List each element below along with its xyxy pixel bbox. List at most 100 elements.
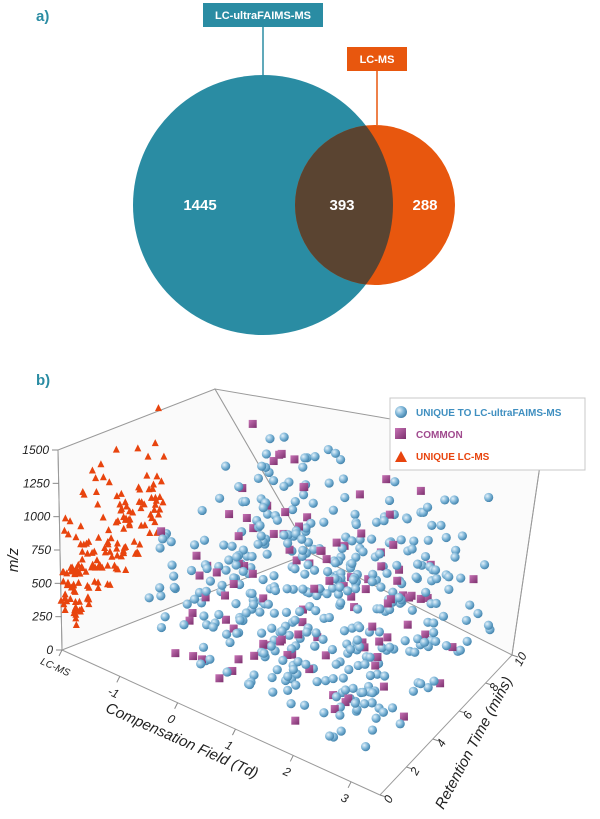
point-common (375, 637, 384, 646)
point-common (225, 510, 234, 519)
y-tick-label: 4 (434, 737, 450, 750)
point-unique-ultrafaims (344, 664, 354, 675)
point-unique-lcms (71, 604, 79, 612)
point-unique-ultrafaims (360, 742, 371, 752)
point-unique-lcms (117, 489, 125, 497)
x-tick-label: 3 (339, 790, 351, 806)
point-unique-ultrafaims (479, 560, 490, 570)
point-unique-ultrafaims (430, 565, 441, 575)
point-common (294, 630, 303, 639)
y-tick-mark (511, 654, 519, 658)
point-unique-lcms (61, 590, 69, 598)
point-unique-lcms (83, 581, 91, 589)
point-common (330, 705, 339, 714)
point-unique-lcms (137, 504, 145, 512)
point-common (259, 639, 268, 648)
point-unique-ultrafaims (444, 584, 454, 594)
point-common (407, 591, 416, 600)
point-unique-ultrafaims (255, 607, 265, 617)
point-unique-ultrafaims (407, 605, 417, 615)
point-unique-ultrafaims (299, 700, 310, 710)
legend-label-common: COMMON (416, 430, 463, 441)
point-unique-lcms (101, 548, 109, 556)
point-unique-ultrafaims (302, 627, 312, 637)
point-unique-lcms (153, 472, 161, 480)
point-unique-lcms (71, 598, 79, 606)
point-unique-ultrafaims (368, 569, 378, 579)
point-unique-ultrafaims (347, 558, 357, 569)
point-unique-lcms (60, 526, 68, 534)
point-unique-ultrafaims (311, 628, 321, 638)
point-common (248, 569, 257, 578)
point-unique-lcms (70, 609, 78, 617)
box-edge-right-bottom (379, 654, 513, 796)
point-unique-ultrafaims (199, 535, 210, 545)
point-unique-ultrafaims (367, 577, 377, 587)
point-common (292, 556, 301, 565)
point-unique-lcms (113, 492, 121, 500)
point-common (399, 591, 408, 600)
point-unique-ultrafaims (298, 462, 308, 472)
point-unique-lcms (101, 544, 109, 552)
point-unique-ultrafaims (432, 574, 442, 584)
point-unique-ultrafaims (372, 669, 382, 679)
point-unique-ultrafaims (300, 453, 310, 463)
point-unique-ultrafaims (247, 551, 257, 562)
point-unique-ultrafaims (301, 659, 311, 669)
venn-tag-ultrafaims: LC-ultraFAIMS-MS (215, 10, 311, 22)
point-unique-lcms (155, 510, 163, 518)
point-unique-ultrafaims (327, 644, 337, 655)
point-unique-lcms (120, 524, 128, 532)
point-unique-ultrafaims (319, 708, 329, 718)
legend-label-unique-lcms: UNIQUE LC-MS (416, 452, 490, 463)
point-unique-ultrafaims (380, 671, 390, 681)
point-common (421, 630, 430, 639)
point-unique-ultrafaims (462, 636, 472, 646)
point-unique-ultrafaims (225, 637, 235, 648)
point-common (386, 595, 395, 604)
point-unique-ultrafaims (272, 665, 282, 675)
point-unique-ultrafaims (166, 537, 176, 547)
point-unique-ultrafaims (322, 566, 333, 577)
point-common (377, 562, 386, 571)
point-unique-lcms (152, 496, 160, 504)
point-unique-ultrafaims (182, 599, 192, 609)
point-unique-ultrafaims (382, 568, 392, 578)
point-common (364, 575, 373, 584)
point-unique-ultrafaims (268, 475, 279, 486)
y-tick-mark (379, 794, 387, 798)
point-unique-ultrafaims (385, 642, 395, 652)
point-unique-lcms (160, 452, 168, 460)
point-common (212, 568, 221, 577)
legend-box (389, 397, 586, 471)
point-unique-ultrafaims (201, 586, 211, 596)
point-unique-ultrafaims (202, 563, 212, 574)
point-unique-ultrafaims (324, 478, 334, 488)
point-unique-lcms (123, 502, 131, 510)
point-unique-lcms (78, 547, 86, 555)
point-unique-ultrafaims (423, 535, 433, 545)
point-common (436, 679, 445, 688)
point-unique-ultrafaims (186, 565, 197, 576)
point-unique-ultrafaims (358, 547, 368, 557)
point-common (303, 513, 312, 522)
point-unique-ultrafaims (456, 573, 466, 583)
y-tick-label: 0 (381, 793, 397, 806)
point-unique-ultrafaims (261, 449, 271, 459)
point-common (360, 643, 369, 652)
point-unique-ultrafaims (247, 588, 257, 599)
point-common (395, 565, 404, 574)
point-unique-ultrafaims (441, 532, 451, 543)
point-common (295, 522, 304, 531)
point-unique-ultrafaims (376, 582, 386, 592)
point-unique-ultrafaims (219, 540, 229, 550)
point-unique-ultrafaims (298, 490, 309, 500)
point-unique-ultrafaims (347, 536, 357, 546)
point-unique-ultrafaims (390, 477, 400, 487)
point-unique-ultrafaims (367, 698, 377, 708)
point-unique-ultrafaims (241, 608, 251, 618)
point-unique-ultrafaims (257, 461, 267, 471)
point-unique-ultrafaims (375, 604, 385, 614)
point-unique-lcms (159, 498, 167, 506)
point-unique-lcms (99, 513, 107, 521)
